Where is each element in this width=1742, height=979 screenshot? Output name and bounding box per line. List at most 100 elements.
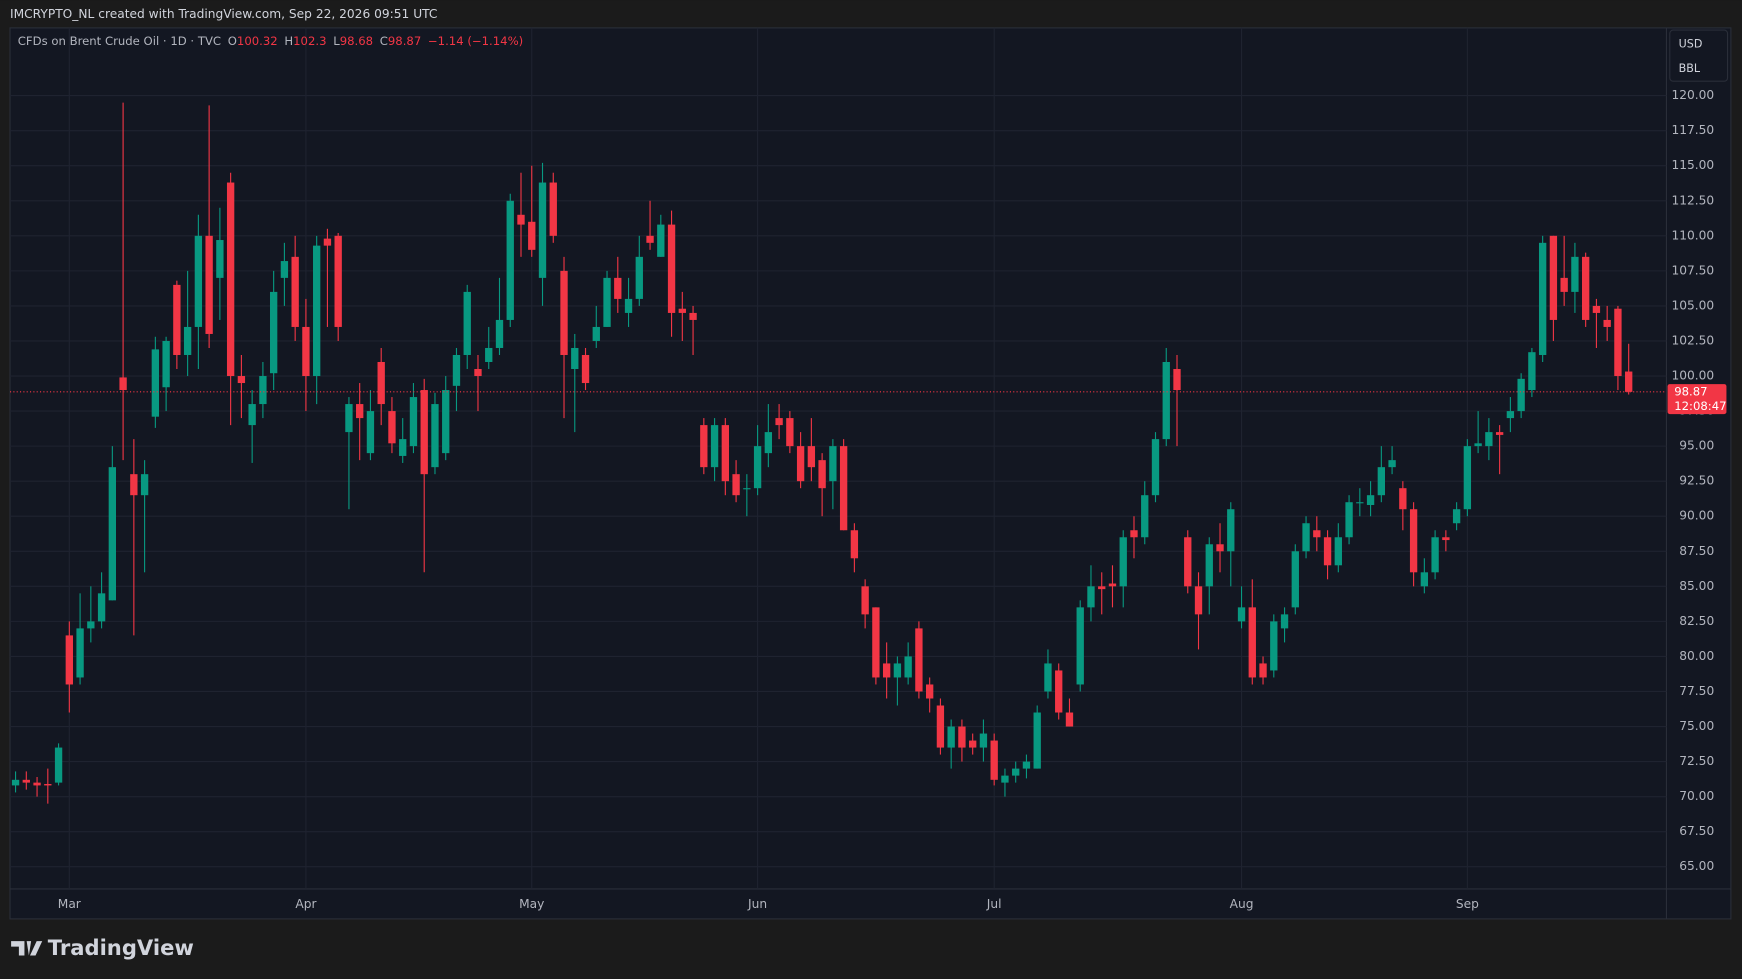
- candle-body: [130, 474, 138, 496]
- candle-body: [1334, 537, 1342, 566]
- candle-body: [947, 726, 955, 748]
- candle-body: [334, 235, 342, 327]
- candle-body: [1302, 523, 1310, 552]
- candle-body: [399, 439, 407, 456]
- candle-body: [1313, 530, 1321, 538]
- candle-body: [237, 376, 246, 384]
- candle-body: [431, 404, 439, 468]
- candle-body: [1592, 305, 1601, 313]
- candle-body: [1463, 446, 1472, 510]
- candle-body: [560, 270, 568, 355]
- candle-body: [388, 411, 396, 444]
- candle-body: [1087, 586, 1095, 608]
- candle-body: [259, 376, 267, 405]
- unit[interactable]: BBL: [1679, 62, 1701, 75]
- y-tick-label: 70.00: [1679, 789, 1714, 803]
- candle-body: [571, 347, 579, 370]
- candle-body: [1399, 488, 1407, 510]
- candle-body: [872, 607, 880, 678]
- candle-body: [958, 726, 966, 748]
- candle-body: [624, 298, 633, 313]
- candle-body: [140, 474, 149, 496]
- candle-body: [1065, 712, 1074, 727]
- candle-body: [323, 238, 332, 246]
- candle-body: [517, 214, 525, 225]
- candle-body: [1474, 443, 1482, 447]
- candle-body: [689, 312, 697, 320]
- candle-body: [366, 411, 375, 454]
- candle-body: [1495, 432, 1504, 435]
- candle-body: [76, 628, 84, 678]
- candle-body: [302, 326, 310, 377]
- candle-body: [990, 740, 998, 780]
- candle-body: [409, 397, 418, 447]
- candle-body: [162, 340, 170, 388]
- candle-body: [420, 390, 428, 475]
- x-tick-label: Mar: [58, 897, 82, 911]
- candle-body: [1549, 235, 1558, 320]
- candle-body: [1581, 256, 1590, 320]
- candle-body: [1130, 530, 1138, 538]
- grid: [9, 27, 1667, 889]
- candle-body: [839, 446, 848, 531]
- candle-body: [915, 628, 923, 692]
- candle-body: [775, 418, 783, 426]
- y-tick-label: 95.00: [1679, 439, 1714, 453]
- candle-body: [710, 425, 719, 468]
- y-tick-label: 112.50: [1671, 193, 1714, 207]
- candle-body: [1388, 460, 1396, 468]
- overlay: 65.00 67.50 70.00 72.50 75.00 77.50 80.00 82.50…: [9, 34, 1727, 911]
- candle-body: [1022, 761, 1031, 769]
- candle-body: [216, 240, 224, 278]
- candle-body: [1173, 369, 1181, 391]
- currency[interactable]: USD: [1679, 38, 1703, 51]
- candle-body: [1151, 439, 1160, 496]
- candle-body: [861, 586, 869, 615]
- candle-body: [1001, 775, 1009, 783]
- x-tick-label: Sep: [1456, 897, 1479, 911]
- candle-body: [1248, 607, 1256, 678]
- candle-body: [969, 740, 977, 748]
- candle-body: [474, 369, 482, 377]
- y-tick-label: 102.50: [1671, 333, 1714, 347]
- last-price-label: 98.87: [1674, 384, 1707, 398]
- candle-body: [356, 404, 364, 419]
- candle-body: [1162, 362, 1170, 440]
- candle-body: [1431, 537, 1439, 573]
- candle-body: [1528, 352, 1536, 391]
- brand-name: TradingView: [48, 935, 194, 960]
- candle-body: [452, 354, 461, 386]
- candle-body: [1119, 537, 1127, 587]
- candle-body: [44, 784, 52, 786]
- candle-body: [904, 656, 912, 678]
- candle-body: [893, 663, 902, 678]
- candle-body: [829, 446, 837, 482]
- candle-body: [1485, 432, 1493, 447]
- candle-body: [269, 291, 278, 374]
- candle-body: [108, 467, 117, 601]
- candle-body: [1194, 586, 1203, 615]
- candle-body: [87, 621, 95, 629]
- symbol: CFDs on Brent Crude Oil · 1D · TVC: [18, 34, 221, 48]
- ohlc-value: 98.68: [340, 34, 373, 48]
- y-tick-label: 67.50: [1679, 824, 1714, 838]
- y-tick-label: 117.50: [1671, 123, 1714, 137]
- unit-box[interactable]: [1669, 29, 1729, 82]
- candle-body: [1538, 242, 1547, 355]
- candle-body: [1259, 663, 1267, 678]
- y-tick-label: 115.00: [1671, 158, 1714, 172]
- candle-body: [1323, 537, 1332, 566]
- ohlc-letter: C: [380, 34, 388, 48]
- y-tick-label: 107.50: [1671, 263, 1714, 277]
- candle-body: [33, 782, 41, 786]
- y-tick-label: 120.00: [1671, 88, 1714, 102]
- candle-body: [936, 705, 945, 748]
- candle-body: [345, 404, 353, 433]
- candle-body: [581, 354, 590, 384]
- candle-body: [614, 277, 622, 299]
- candle-body: [1409, 509, 1418, 573]
- candle-body: [1044, 663, 1052, 692]
- y-tick-label: 87.50: [1679, 544, 1714, 558]
- ohlc-value: 98.87: [388, 34, 421, 48]
